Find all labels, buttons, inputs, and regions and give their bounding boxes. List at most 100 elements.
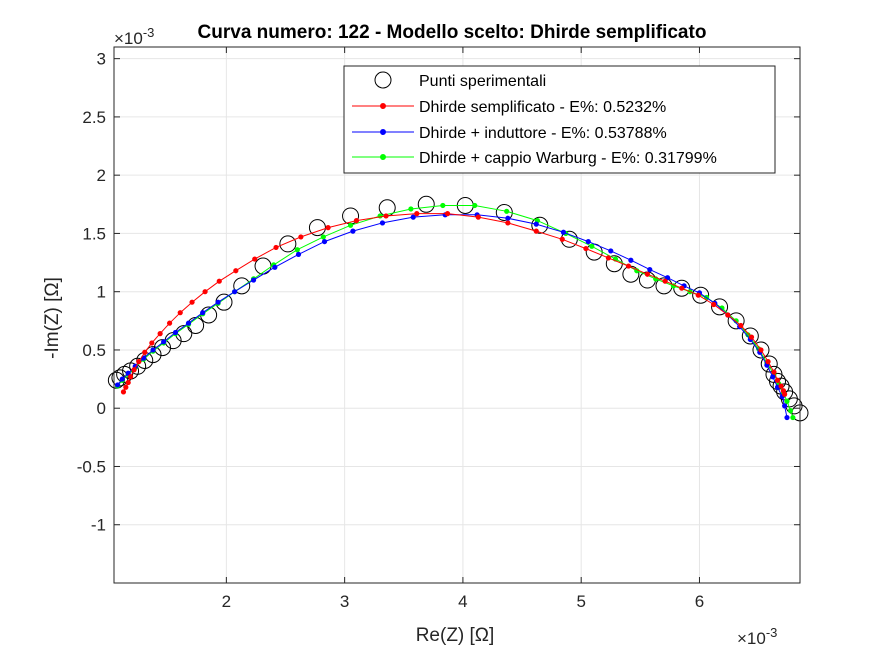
series-2 bbox=[114, 212, 790, 421]
series-point bbox=[232, 289, 238, 295]
experimental-point bbox=[752, 341, 770, 359]
series-point bbox=[233, 268, 239, 274]
series-point bbox=[149, 340, 155, 346]
series-point bbox=[505, 215, 511, 221]
series-point bbox=[377, 213, 383, 219]
y-multiplier-base: ×10 bbox=[114, 29, 143, 48]
legend-circle-marker bbox=[374, 71, 392, 89]
legend-item-blue: Dhirde + induttore - E%: 0.53788% bbox=[352, 125, 667, 142]
series-point bbox=[560, 229, 567, 235]
series-point bbox=[738, 322, 744, 329]
series-point bbox=[475, 214, 481, 220]
series-point bbox=[347, 222, 354, 228]
ticks: 2 3 4 5 6 3 2.5 2 1.5 1 0.5 0 -0.5 -1 bbox=[77, 47, 800, 611]
series-point bbox=[504, 208, 510, 214]
experimental-point bbox=[692, 286, 710, 304]
series-point bbox=[444, 211, 451, 217]
legend-item-green: Dhirde + cappio Warburg - E%: 0.31799% bbox=[352, 150, 717, 167]
series-point bbox=[778, 383, 784, 389]
series-point bbox=[215, 299, 221, 305]
series-point bbox=[605, 255, 611, 261]
series-point bbox=[250, 277, 257, 283]
series-point bbox=[295, 251, 302, 258]
series-point bbox=[161, 339, 167, 345]
series-point bbox=[644, 271, 651, 277]
y-multiplier: ×10-3 bbox=[114, 25, 154, 48]
legend-label-red: Dhirde semplificato - E%: 0.5232% bbox=[419, 99, 666, 116]
series-point bbox=[202, 289, 208, 295]
y-multiplier-exponent: -3 bbox=[143, 25, 155, 40]
series-point bbox=[625, 263, 632, 269]
y-tick-label: -0.5 bbox=[77, 457, 106, 476]
plot-frame bbox=[113, 46, 801, 584]
experimental-point bbox=[727, 312, 745, 330]
x-multiplier-exponent: -3 bbox=[766, 625, 778, 640]
chart-title: Curva numero: 122 - Modello scelto: Dhir… bbox=[198, 22, 707, 43]
series-point bbox=[583, 245, 589, 252]
x-tick-label: 5 bbox=[576, 592, 585, 611]
series-layer bbox=[107, 195, 809, 422]
series-point bbox=[533, 228, 539, 234]
series-point bbox=[379, 220, 386, 226]
x-tick-label: 6 bbox=[695, 592, 704, 611]
series-point bbox=[125, 379, 131, 386]
series-point bbox=[321, 238, 328, 245]
series-point bbox=[787, 407, 794, 414]
series-point bbox=[131, 367, 137, 373]
series-point bbox=[790, 414, 796, 421]
series-point bbox=[114, 382, 121, 388]
experimental-point bbox=[711, 298, 729, 316]
series-point bbox=[748, 334, 755, 340]
series-point bbox=[589, 243, 595, 249]
y-tick-label: 0.5 bbox=[82, 341, 106, 360]
series-point bbox=[771, 369, 777, 375]
series-point bbox=[505, 220, 511, 226]
series-point bbox=[774, 377, 781, 383]
series-point bbox=[472, 202, 478, 209]
y-tick-label: -1 bbox=[91, 516, 106, 535]
series-point bbox=[200, 310, 206, 316]
experimental-point bbox=[417, 195, 435, 213]
series-point bbox=[408, 206, 414, 212]
series-point bbox=[298, 234, 304, 240]
series-1 bbox=[120, 211, 788, 397]
series-point bbox=[320, 234, 326, 240]
series-point bbox=[172, 329, 179, 336]
series-point bbox=[782, 403, 788, 409]
series-point bbox=[765, 359, 771, 365]
x-multiplier: ×10-3 bbox=[737, 625, 777, 648]
series-point bbox=[782, 391, 788, 397]
series-point bbox=[157, 331, 163, 337]
legend-blue-dot bbox=[380, 129, 386, 135]
series-point bbox=[325, 225, 331, 231]
series-point bbox=[770, 374, 776, 380]
series-point bbox=[294, 247, 300, 253]
experimental-point bbox=[279, 235, 297, 253]
series-point bbox=[585, 238, 591, 245]
series-point bbox=[608, 248, 614, 254]
experimental-point bbox=[495, 203, 513, 221]
y-axis-label: -Im(Z) [Ω] bbox=[42, 277, 63, 359]
series-point bbox=[127, 374, 134, 380]
y-tick-label: 3 bbox=[97, 50, 106, 69]
series-point bbox=[784, 398, 790, 404]
series-point bbox=[272, 264, 278, 270]
legend-label-experimental: Punti sperimentali bbox=[419, 73, 546, 90]
series-point bbox=[695, 292, 701, 298]
legend: Punti sperimentali Dhirde semplificato -… bbox=[343, 65, 776, 174]
series-point bbox=[350, 228, 356, 234]
series-point bbox=[662, 278, 668, 284]
experimental-point bbox=[116, 365, 134, 383]
legend-box bbox=[343, 65, 776, 174]
series-point bbox=[136, 359, 142, 365]
series-point bbox=[784, 414, 790, 421]
y-tick-label: 1.5 bbox=[82, 224, 106, 243]
experimental-point bbox=[741, 327, 759, 345]
legend-green-dot bbox=[380, 154, 386, 160]
series-point bbox=[410, 214, 416, 220]
y-tick-label: 2 bbox=[97, 166, 106, 185]
y-tick-label: 1 bbox=[97, 283, 106, 302]
series-point bbox=[711, 301, 717, 308]
series-point bbox=[559, 236, 565, 242]
